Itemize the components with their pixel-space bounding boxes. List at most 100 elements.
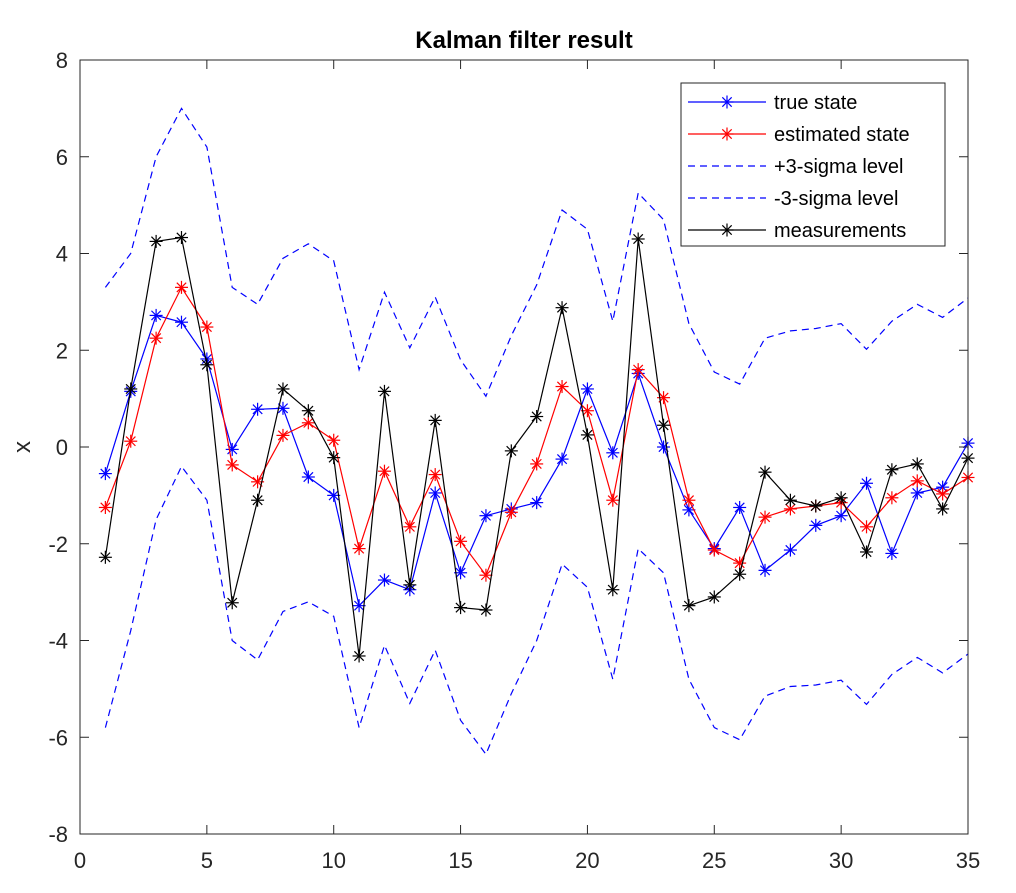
data-point-estimated-state [149, 331, 163, 345]
legend-label-true-state: true state [774, 92, 857, 114]
data-point-true-state [377, 573, 391, 587]
x-tick-label: 30 [829, 848, 853, 873]
data-point-true-state [479, 509, 493, 523]
data-point-estimated-state [454, 534, 468, 548]
y-axis-label: x [9, 441, 36, 453]
series-3-sigma-level [104, 107, 969, 398]
legend-item-3-sigma-level: +3-sigma level [688, 156, 904, 178]
data-point-estimated-state [200, 320, 214, 334]
series-estimated-state [98, 280, 975, 582]
data-point-estimated-state [174, 280, 188, 294]
data-point-measurements [834, 491, 848, 505]
legend-marker-measurements [720, 223, 734, 237]
legend-item-measurements: measurements [688, 220, 906, 242]
legend-label-3-sigma-level: +3-sigma level [774, 156, 904, 178]
data-point-true-state [580, 382, 594, 396]
data-point-estimated-state [631, 363, 645, 377]
data-point-measurements [631, 232, 645, 246]
y-tick-label: 2 [56, 338, 68, 363]
data-point-estimated-state [124, 434, 138, 448]
data-point-measurements [504, 444, 518, 458]
data-point-estimated-state [555, 380, 569, 394]
data-point-estimated-state [682, 493, 696, 507]
data-point-estimated-state [733, 556, 747, 570]
data-point-true-state [885, 546, 899, 560]
data-point-estimated-state [403, 520, 417, 534]
x-tick-label: 10 [321, 848, 345, 873]
series-line-3-sigma-level [104, 465, 969, 756]
data-point-estimated-state [276, 428, 290, 442]
data-point-measurements [149, 234, 163, 248]
data-point-true-state [251, 402, 265, 416]
data-point-measurements [707, 590, 721, 604]
y-tick-label: -2 [48, 532, 68, 557]
data-point-measurements [910, 457, 924, 471]
data-point-true-state [555, 452, 569, 466]
legend-items: true state estimated state +3-sigma level -… [688, 92, 910, 242]
data-point-measurements [606, 583, 620, 597]
data-point-estimated-state [707, 543, 721, 557]
data-point-measurements [276, 382, 290, 396]
series-measurements [98, 231, 975, 663]
ticks-layer: 0 5 10 15 20 25 30 35 -8 -6 -4 -2 0 2 4 6 8 [48, 48, 980, 873]
y-tick-label: 6 [56, 145, 68, 170]
data-point-true-state [149, 308, 163, 322]
data-point-true-state [809, 518, 823, 532]
data-point-estimated-state [504, 505, 518, 519]
data-point-measurements [225, 596, 239, 610]
series-3-sigma-level [104, 465, 969, 756]
data-point-measurements [377, 384, 391, 398]
data-point-estimated-state [377, 464, 391, 478]
data-point-estimated-state [530, 457, 544, 471]
data-point-estimated-state [352, 542, 366, 556]
x-tick-label: 0 [74, 848, 86, 873]
x-tick-label: 5 [201, 848, 213, 873]
chart-title: Kalman filter result [415, 27, 632, 54]
data-point-measurements [809, 499, 823, 513]
data-point-true-state [758, 563, 772, 577]
data-point-measurements [428, 413, 442, 427]
y-tick-label: -4 [48, 629, 68, 654]
data-point-true-state [530, 496, 544, 510]
legend-item-estimated-state: estimated state [688, 124, 910, 146]
data-point-estimated-state [98, 500, 112, 514]
data-point-measurements [327, 451, 341, 465]
data-point-measurements [682, 599, 696, 613]
legend-item-3-sigma-level: -3-sigma level [688, 188, 898, 210]
legend-label-estimated-state: estimated state [774, 124, 910, 146]
data-point-true-state [783, 543, 797, 557]
series-line-3-sigma-level [104, 107, 969, 398]
data-point-measurements [783, 493, 797, 507]
data-point-true-state [327, 488, 341, 502]
x-tick-label: 15 [448, 848, 472, 873]
data-point-measurements [98, 550, 112, 564]
axes-box [79, 59, 969, 835]
data-point-measurements [580, 428, 594, 442]
data-point-estimated-state [606, 493, 620, 507]
data-point-measurements [758, 465, 772, 479]
data-point-true-state [174, 315, 188, 329]
data-point-estimated-state [936, 487, 950, 501]
legend-item-true-state: true state [688, 92, 857, 114]
data-point-estimated-state [758, 510, 772, 524]
data-point-true-state [733, 500, 747, 514]
data-point-measurements [555, 301, 569, 315]
data-point-measurements [200, 358, 214, 372]
legend-label-measurements: measurements [774, 220, 906, 242]
data-point-measurements [479, 603, 493, 617]
data-point-true-state [606, 446, 620, 460]
data-point-true-state [225, 442, 239, 456]
data-point-estimated-state [327, 433, 341, 447]
y-tick-label: -6 [48, 725, 68, 750]
data-point-true-state [98, 467, 112, 481]
x-tick-label: 25 [702, 848, 726, 873]
data-point-measurements [124, 382, 138, 396]
data-point-measurements [860, 545, 874, 559]
data-point-measurements [733, 567, 747, 581]
data-point-estimated-state [479, 568, 493, 582]
data-point-measurements [657, 418, 671, 432]
series-layer [98, 107, 975, 756]
data-point-estimated-state [428, 468, 442, 482]
data-point-true-state [860, 476, 874, 490]
